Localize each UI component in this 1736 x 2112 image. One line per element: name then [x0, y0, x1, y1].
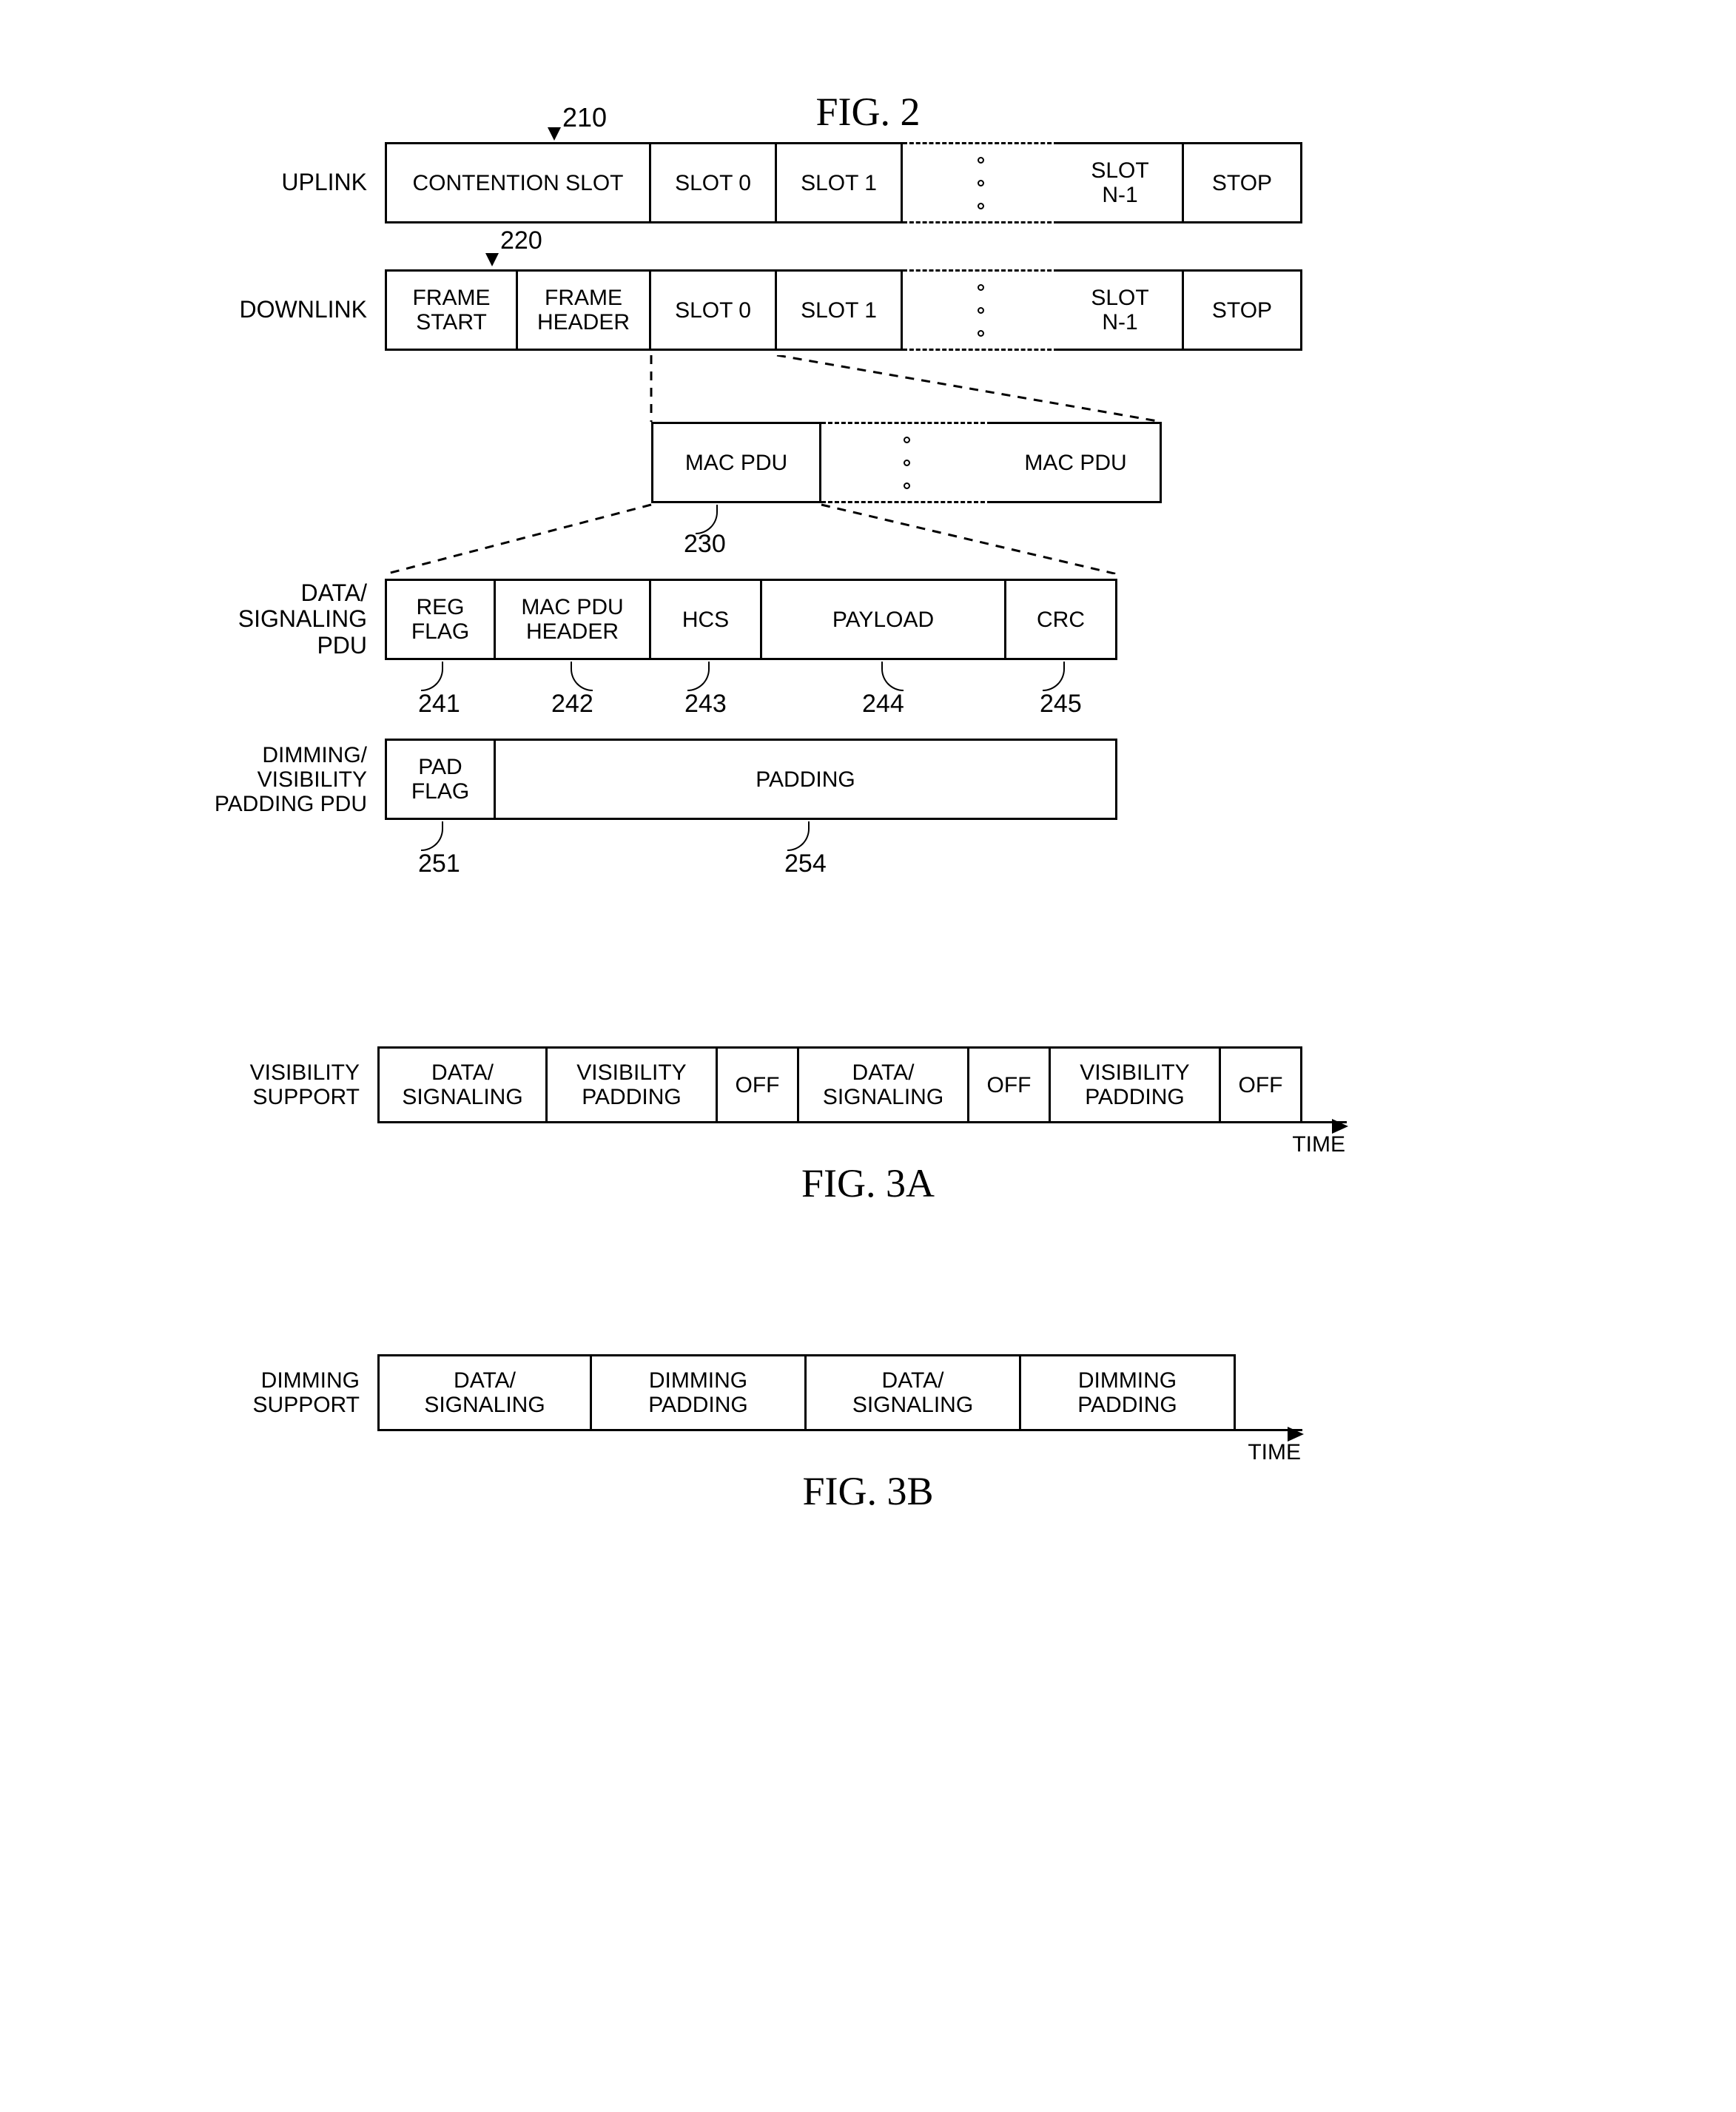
uplink-label: UPLINK [192, 142, 385, 223]
data-pdu-cell-1: MAC PDUHEADER [496, 579, 651, 660]
fig3b-cell-0: DATA/SIGNALING [377, 1354, 592, 1429]
ref-curve-241 [421, 662, 443, 691]
ref-241: 241 [418, 690, 460, 719]
uplink-row: UPLINK CONTENTION SLOTSLOT 0SLOT 1 SLOTN-… [192, 142, 1544, 223]
ref-210: 210 [562, 102, 607, 133]
fig3a-cell-4: OFF [969, 1046, 1051, 1121]
downlink-cell-5: SLOTN-1 [1058, 269, 1184, 351]
data-pdu-label: DATA/ SIGNALING PDU [192, 579, 385, 660]
ref-242: 242 [551, 690, 593, 719]
ref-curve-244 [881, 662, 904, 691]
ref-curve-242 [571, 662, 593, 691]
fig3b-time-label: TIME [1248, 1440, 1301, 1465]
fig3a-time-arrow [1332, 1119, 1348, 1134]
ref-curve-243 [687, 662, 710, 691]
fig3a-title: FIG. 3A [192, 1160, 1544, 1206]
slot-expand-cell-2: MAC PDU [992, 422, 1162, 503]
fig3a-cell-3: DATA/SIGNALING [799, 1046, 969, 1121]
downlink-cell-2: SLOT 0 [651, 269, 777, 351]
downlink-cell-3: SLOT 1 [777, 269, 903, 351]
ref-251: 251 [418, 850, 460, 878]
fig3b-block: DIMMING SUPPORT DATA/SIGNALINGDIMMINGPAD… [192, 1354, 1544, 1514]
fig3a-cell-5: VISIBILITYPADDING [1051, 1046, 1221, 1121]
downlink-row: DOWNLINK FRAMESTARTFRAMEHEADERSLOT 0SLOT… [192, 269, 1544, 351]
uplink-cell-3 [903, 142, 1058, 223]
ref-254: 254 [784, 850, 827, 878]
downlink-cell-4 [903, 269, 1058, 351]
fig3a-cell-2: OFF [718, 1046, 799, 1121]
downlink-cell-1: FRAMEHEADER [518, 269, 651, 351]
ref-220-arrow [485, 253, 499, 266]
pad-pdu-row: DIMMING/ VISIBILITY PADDING PDU PADFLAGP… [192, 739, 1544, 820]
fig3a-block: VISIBILITY SUPPORT DATA/SIGNALINGVISIBIL… [192, 1046, 1544, 1206]
fig3a-cell-6: OFF [1221, 1046, 1302, 1121]
ref-245: 245 [1040, 690, 1082, 719]
downlink-cell-0: FRAMESTART [385, 269, 518, 351]
data-pdu-cell-4: CRC [1006, 579, 1117, 660]
downlink-cell-6: STOP [1184, 269, 1302, 351]
data-pdu-cell-3: PAYLOAD [762, 579, 1006, 660]
uplink-cell-4: SLOTN-1 [1058, 142, 1184, 223]
fig3b-time-arrow [1288, 1427, 1304, 1442]
ref-curve-254 [787, 821, 810, 851]
uplink-cell-2: SLOT 1 [777, 142, 903, 223]
dash-layer-1 [192, 355, 1544, 422]
fig3a-cell-0: DATA/SIGNALING [377, 1046, 548, 1121]
uplink-cell-0: CONTENTION SLOT [385, 142, 651, 223]
slot-expand-cell-0: MAC PDU [651, 422, 821, 503]
fig3b-label: DIMMING SUPPORT [192, 1354, 377, 1431]
fig3b-title: FIG. 3B [192, 1468, 1544, 1514]
ref-244: 244 [862, 690, 904, 719]
pad-pdu-label: DIMMING/ VISIBILITY PADDING PDU [192, 739, 385, 820]
downlink-label: DOWNLINK [192, 269, 385, 351]
ref-210-arrow [548, 127, 561, 141]
pad-pdu-cell-1: PADDING [496, 739, 1117, 820]
data-pdu-row: DATA/ SIGNALING PDU REGFLAGMAC PDUHEADER… [192, 579, 1544, 660]
slot-expand-row: MAC PDU MAC PDU [192, 422, 1544, 503]
slot-expand-cell-1 [821, 422, 992, 503]
fig3a-time-label: TIME [1292, 1132, 1345, 1157]
fig3b-cell-2: DATA/SIGNALING [807, 1354, 1021, 1429]
fig3b-cell-1: DIMMINGPADDING [592, 1354, 807, 1429]
fig3b-cell-3: DIMMINGPADDING [1021, 1354, 1236, 1429]
uplink-cell-1: SLOT 0 [651, 142, 777, 223]
ref-curve-251 [421, 821, 443, 851]
fig3a-label: VISIBILITY SUPPORT [192, 1046, 377, 1123]
data-pdu-cell-0: REGFLAG [385, 579, 496, 660]
ref-243: 243 [684, 690, 727, 719]
ref-curve-245 [1043, 662, 1065, 691]
data-pdu-cell-2: HCS [651, 579, 762, 660]
fig3a-cell-1: VISIBILITYPADDING [548, 1046, 718, 1121]
ref-220: 220 [500, 226, 542, 255]
pad-pdu-cell-0: PADFLAG [385, 739, 496, 820]
fig2-title: FIG. 2 [192, 89, 1544, 135]
uplink-cell-5: STOP [1184, 142, 1302, 223]
